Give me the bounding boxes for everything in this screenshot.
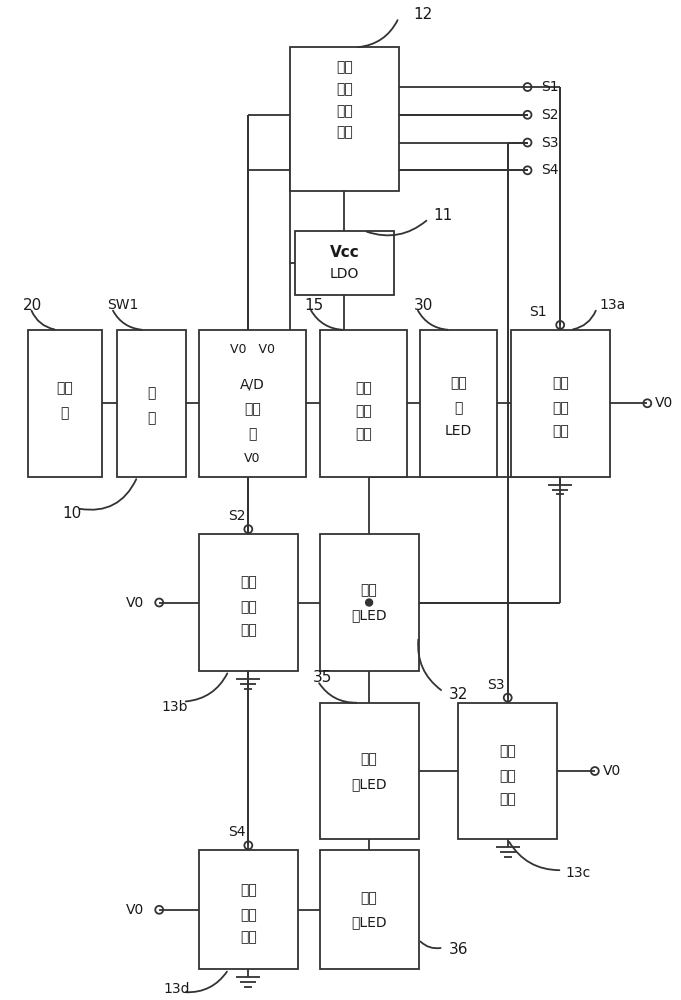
Text: 13a: 13a <box>600 298 626 312</box>
Text: 控制: 控制 <box>336 60 353 74</box>
Text: V0: V0 <box>603 764 621 778</box>
Text: 电路: 电路 <box>499 792 516 806</box>
Text: 15: 15 <box>305 298 324 313</box>
Text: 电流: 电流 <box>355 381 372 395</box>
Bar <box>116 330 186 477</box>
Text: 第四: 第四 <box>240 883 257 897</box>
Text: 35: 35 <box>313 670 332 685</box>
Text: SW1: SW1 <box>107 298 138 312</box>
Bar <box>319 703 419 839</box>
Text: 电路: 电路 <box>355 427 372 441</box>
Text: 开: 开 <box>147 386 155 400</box>
Text: 12: 12 <box>413 7 433 22</box>
Circle shape <box>366 599 373 606</box>
Bar <box>199 850 298 969</box>
Text: Vcc: Vcc <box>330 245 360 260</box>
Text: 30: 30 <box>413 298 433 313</box>
Text: 交流: 交流 <box>56 381 73 395</box>
Text: 20: 20 <box>22 298 42 313</box>
Text: 产生: 产生 <box>336 104 353 118</box>
Text: A/D: A/D <box>240 377 265 391</box>
Text: 开关: 开关 <box>240 908 257 922</box>
Text: S4: S4 <box>227 825 245 839</box>
Text: 信号: 信号 <box>336 82 353 96</box>
Text: 电路: 电路 <box>240 623 257 637</box>
Text: LDO: LDO <box>330 267 359 281</box>
Text: 10: 10 <box>62 506 82 521</box>
Text: S2: S2 <box>227 509 245 523</box>
Bar <box>199 330 306 477</box>
Text: S3: S3 <box>487 678 505 692</box>
Text: 13c: 13c <box>565 866 590 880</box>
Bar <box>319 330 407 477</box>
Text: 侦测: 侦测 <box>355 404 372 418</box>
Bar <box>27 330 101 477</box>
Text: S1: S1 <box>530 305 548 319</box>
Text: 关: 关 <box>147 411 155 425</box>
Text: 器: 器 <box>248 427 257 441</box>
Text: V0: V0 <box>126 903 144 917</box>
Text: 开关: 开关 <box>552 401 569 415</box>
Text: S1: S1 <box>541 80 559 94</box>
Bar <box>458 703 557 839</box>
Text: 组LED: 组LED <box>351 608 387 622</box>
Text: 组LED: 组LED <box>351 777 387 791</box>
Bar <box>199 534 298 671</box>
Text: 36: 36 <box>448 942 468 957</box>
Text: 第二: 第二 <box>361 584 377 598</box>
Text: S2: S2 <box>541 108 559 122</box>
Text: 第四: 第四 <box>361 891 377 905</box>
Text: V0   V0: V0 V0 <box>229 343 274 356</box>
Text: LED: LED <box>445 424 472 438</box>
Text: S4: S4 <box>541 163 559 177</box>
Text: 电: 电 <box>60 406 68 420</box>
Bar <box>511 330 609 477</box>
Text: 第一: 第一 <box>552 376 569 390</box>
Text: 11: 11 <box>434 208 453 223</box>
Text: 第三: 第三 <box>499 744 516 758</box>
Bar <box>319 850 419 969</box>
Text: V0: V0 <box>126 596 144 610</box>
Bar <box>295 231 394 295</box>
Text: 开关: 开关 <box>240 600 257 614</box>
Text: 第二: 第二 <box>240 576 257 590</box>
Bar <box>319 534 419 671</box>
Bar <box>419 330 497 477</box>
Text: V0: V0 <box>655 396 674 410</box>
Text: 32: 32 <box>448 687 468 702</box>
Text: 电路: 电路 <box>336 126 353 140</box>
Text: S3: S3 <box>541 136 559 150</box>
Text: 第一: 第一 <box>450 376 466 390</box>
Text: 转换: 转换 <box>244 402 261 416</box>
Bar <box>290 47 399 191</box>
Text: 电路: 电路 <box>240 931 257 945</box>
Text: V0: V0 <box>244 452 261 465</box>
Text: 第三: 第三 <box>361 752 377 766</box>
Text: 电路: 电路 <box>552 424 569 438</box>
Text: 13d: 13d <box>163 982 190 996</box>
Text: 组: 组 <box>454 401 462 415</box>
Text: 组LED: 组LED <box>351 916 387 930</box>
Text: 13b: 13b <box>161 700 188 714</box>
Text: 开关: 开关 <box>499 769 516 783</box>
